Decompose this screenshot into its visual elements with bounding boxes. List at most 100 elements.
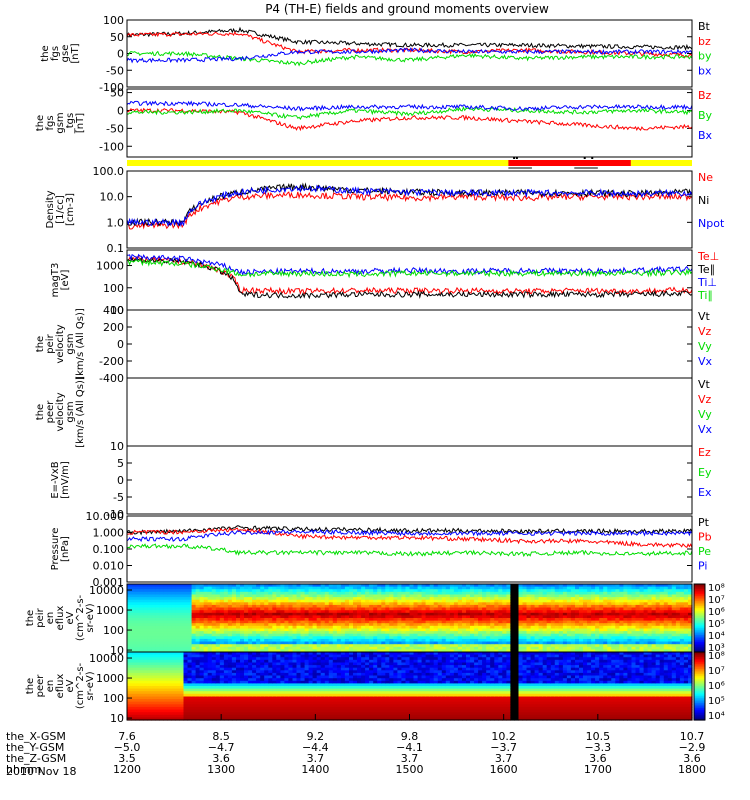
spectrogram-cell bbox=[328, 584, 334, 588]
spectrogram-cell bbox=[550, 597, 556, 601]
spectrogram-cell bbox=[570, 597, 576, 601]
spectrogram-cell bbox=[546, 636, 552, 640]
spectrogram-cell bbox=[433, 584, 439, 588]
spectrogram-cell bbox=[151, 675, 156, 679]
spectrogram-cell bbox=[591, 644, 596, 648]
spectrogram-cell bbox=[191, 652, 197, 656]
spectrogram-cell bbox=[421, 602, 427, 606]
colorbar-cell bbox=[694, 589, 705, 592]
spectrogram-cell bbox=[361, 602, 366, 606]
spectrogram-cell bbox=[587, 649, 592, 653]
spectrogram-cell bbox=[155, 623, 160, 627]
spectrogram-cell bbox=[506, 618, 511, 622]
spectrogram-cell bbox=[357, 631, 362, 635]
spectrogram-cell bbox=[623, 604, 628, 609]
spectrogram-cell bbox=[437, 623, 443, 627]
spectrogram-cell bbox=[187, 654, 193, 658]
spectrogram-cell bbox=[284, 597, 289, 601]
spectrogram-cell bbox=[631, 638, 637, 643]
spectrogram-cell bbox=[284, 688, 289, 692]
spectrogram-cell bbox=[389, 618, 394, 622]
spectrogram-cell bbox=[349, 597, 354, 601]
spectrogram-cell bbox=[627, 628, 632, 632]
spectrogram-cell bbox=[175, 680, 180, 684]
spectrogram-cell bbox=[240, 628, 245, 632]
spectrogram-cell bbox=[470, 594, 475, 598]
spectrogram-cell bbox=[304, 618, 310, 622]
spectrogram-cell bbox=[671, 602, 677, 606]
spectrogram-cell bbox=[268, 623, 273, 627]
spectrogram-cell bbox=[611, 612, 616, 616]
spectrogram-cell bbox=[211, 693, 217, 697]
spectrogram-cell bbox=[127, 680, 132, 684]
spectrogram-cell bbox=[236, 699, 241, 703]
spectrogram-cell bbox=[538, 602, 544, 606]
spectrogram-cell bbox=[231, 662, 237, 666]
spectrogram-cell bbox=[671, 631, 677, 635]
spectrogram-cell bbox=[191, 699, 197, 703]
spectrogram-cell bbox=[163, 612, 168, 616]
spectrogram-cell bbox=[252, 607, 257, 611]
spectrogram-cell bbox=[135, 599, 140, 603]
spectrogram-cell bbox=[219, 625, 225, 629]
spectrogram-cell bbox=[308, 633, 314, 637]
spectrogram-cell bbox=[260, 686, 265, 690]
spectrogram-cell bbox=[163, 591, 168, 595]
spectrogram-cell bbox=[433, 591, 439, 595]
spectrogram-cell bbox=[203, 652, 209, 656]
spectrogram-cell bbox=[462, 602, 467, 606]
spectrogram-cell bbox=[143, 618, 148, 622]
spectrogram-cell bbox=[135, 657, 140, 661]
spectrogram-cell bbox=[236, 675, 241, 679]
spectrogram-cell bbox=[207, 615, 213, 619]
spectrogram-cell bbox=[449, 623, 455, 627]
spectrogram-cell bbox=[615, 649, 620, 653]
spectrogram-cell bbox=[236, 586, 241, 590]
spectrogram-cell bbox=[369, 620, 374, 624]
spectrogram-cell bbox=[683, 620, 689, 624]
spectrogram-cell bbox=[631, 589, 637, 593]
spectrogram-cell bbox=[389, 649, 394, 653]
spectrogram-cell bbox=[405, 591, 411, 595]
spectrogram-cell bbox=[558, 589, 564, 593]
spectrogram-cell bbox=[494, 631, 499, 635]
spectrogram-cell bbox=[284, 638, 289, 643]
spectrogram-cell bbox=[373, 633, 378, 637]
spectrogram-cell bbox=[647, 610, 653, 614]
spectrogram-cell bbox=[349, 586, 354, 590]
spectrogram-cell bbox=[284, 659, 289, 663]
spectrogram-cell bbox=[175, 688, 180, 692]
spectrogram-cell bbox=[288, 693, 293, 697]
spectrogram-cell bbox=[231, 644, 237, 648]
spectrogram-cell bbox=[191, 615, 197, 619]
spectrogram-cell bbox=[542, 631, 548, 635]
spectrogram-cell bbox=[280, 667, 285, 671]
spectrogram-cell bbox=[135, 693, 140, 697]
spectrogram-cell bbox=[542, 584, 548, 588]
spectrogram-cell bbox=[486, 599, 491, 603]
spectrogram-cell bbox=[252, 688, 257, 692]
spectrogram-cell bbox=[183, 615, 189, 619]
spectrogram-cell bbox=[191, 675, 197, 679]
spectrogram-cell bbox=[526, 610, 532, 614]
spectrogram-cell bbox=[240, 599, 245, 603]
spectrogram-cell bbox=[530, 618, 536, 622]
spectrogram-cell bbox=[361, 649, 366, 653]
spectrogram-cell bbox=[316, 641, 322, 645]
spectrogram-cell bbox=[207, 628, 213, 632]
spectrogram-cell bbox=[595, 631, 600, 635]
spectrogram-cell bbox=[163, 688, 168, 692]
spectrogram-cell bbox=[187, 625, 193, 629]
spectrogram-cell bbox=[252, 659, 257, 663]
spectrogram-cell bbox=[159, 602, 164, 606]
spectrogram-cell bbox=[373, 610, 378, 614]
spectrogram-cell bbox=[316, 623, 322, 627]
spectrogram-cell bbox=[199, 657, 205, 661]
spectrogram-cell bbox=[308, 584, 314, 588]
spectrogram-cell bbox=[240, 678, 245, 682]
spectrogram-cell bbox=[357, 607, 362, 611]
spectrogram-cell bbox=[474, 638, 479, 643]
spectrogram-cell bbox=[175, 628, 180, 632]
spectrogram-cell bbox=[643, 618, 649, 622]
spectrogram-cell bbox=[437, 615, 443, 619]
